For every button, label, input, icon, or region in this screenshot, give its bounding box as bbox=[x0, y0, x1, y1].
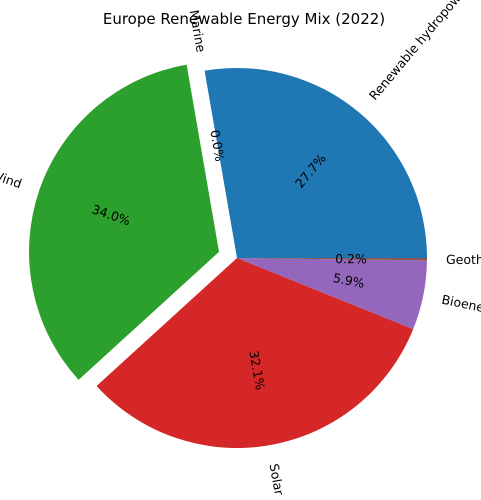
slice-label-wind: Wind bbox=[0, 167, 24, 191]
chart-title: Europe Renewable Energy Mix (2022) bbox=[103, 10, 385, 28]
slice-pct-geothermal: 0.2% bbox=[335, 251, 367, 266]
slice-label-bioenergy: Bioenergy bbox=[440, 292, 481, 319]
slice-label-solar: Solar bbox=[267, 462, 288, 495]
slice-label-geothermal: Geothermal bbox=[446, 252, 481, 267]
